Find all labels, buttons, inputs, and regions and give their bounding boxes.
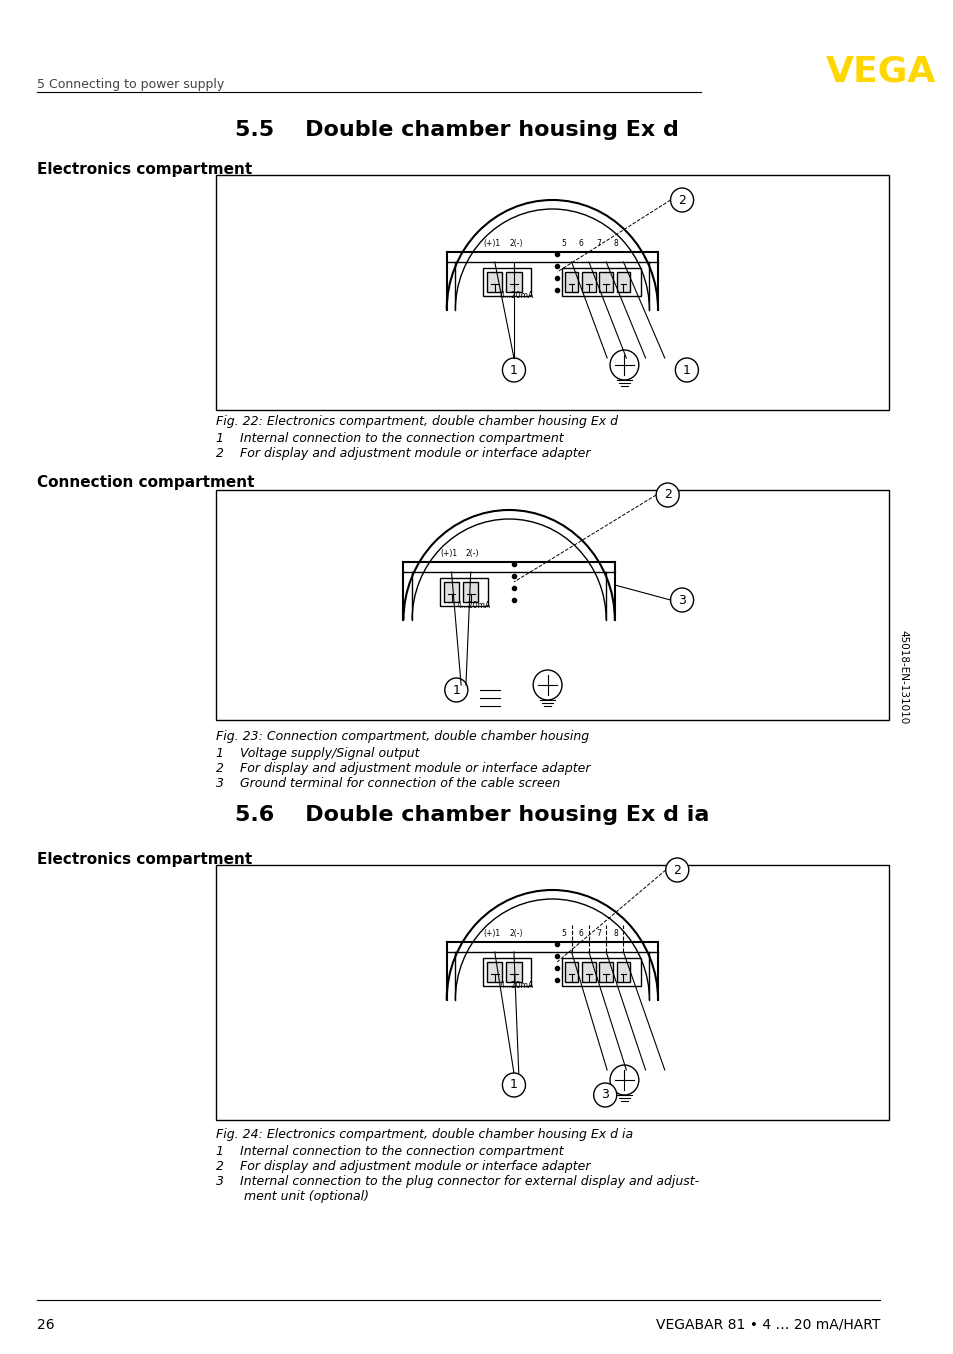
Text: 5: 5 <box>561 929 566 938</box>
Circle shape <box>593 1083 616 1108</box>
Text: 3    Internal connection to the plug connector for external display and adjust-: 3 Internal connection to the plug connec… <box>216 1175 699 1187</box>
Text: 5: 5 <box>561 240 566 248</box>
Bar <box>483 268 531 297</box>
Circle shape <box>670 188 693 213</box>
Text: 2(-): 2(-) <box>509 929 522 938</box>
Text: 8: 8 <box>613 929 618 938</box>
Text: 1: 1 <box>682 363 690 376</box>
Bar <box>561 268 640 297</box>
Circle shape <box>656 483 679 506</box>
Text: 1    Internal connection to the connection compartment: 1 Internal connection to the connection … <box>216 1145 563 1158</box>
Bar <box>581 961 595 982</box>
Bar <box>598 272 612 292</box>
Text: 2: 2 <box>663 489 671 501</box>
Text: ment unit (optional): ment unit (optional) <box>216 1190 369 1202</box>
Text: 2: 2 <box>678 194 685 207</box>
Text: 1    Voltage supply/Signal output: 1 Voltage supply/Signal output <box>216 747 419 760</box>
Bar <box>216 865 887 1120</box>
Bar <box>443 582 458 603</box>
Bar <box>561 959 640 986</box>
Bar <box>616 961 630 982</box>
Bar <box>616 272 630 292</box>
Text: 3    Ground terminal for connection of the cable screen: 3 Ground terminal for connection of the … <box>216 777 559 789</box>
Text: 4...20mA: 4...20mA <box>456 601 490 611</box>
Circle shape <box>444 678 467 701</box>
Circle shape <box>665 858 688 881</box>
Text: Fig. 23: Connection compartment, double chamber housing: Fig. 23: Connection compartment, double … <box>216 730 589 743</box>
Circle shape <box>533 670 561 700</box>
Bar <box>216 175 887 410</box>
Text: 2: 2 <box>673 864 680 876</box>
Text: 1: 1 <box>452 684 459 696</box>
Text: 1: 1 <box>510 363 517 376</box>
Circle shape <box>502 1072 525 1097</box>
Circle shape <box>609 349 639 380</box>
Text: 5 Connecting to power supply: 5 Connecting to power supply <box>36 79 224 91</box>
Text: (+)1: (+)1 <box>483 929 499 938</box>
Text: Connection compartment: Connection compartment <box>36 475 253 490</box>
Text: 3: 3 <box>678 593 685 607</box>
Text: 8: 8 <box>613 240 618 248</box>
Text: 1: 1 <box>510 1079 517 1091</box>
Circle shape <box>609 1066 639 1095</box>
Bar <box>564 272 578 292</box>
Bar <box>487 961 502 982</box>
Bar <box>581 272 595 292</box>
Text: 3: 3 <box>600 1089 609 1102</box>
Text: (+)1: (+)1 <box>439 548 456 558</box>
Text: 2(-): 2(-) <box>509 240 522 248</box>
Text: 26: 26 <box>36 1317 54 1332</box>
Circle shape <box>675 357 698 382</box>
Text: 5.6    Double chamber housing Ex d ia: 5.6 Double chamber housing Ex d ia <box>235 806 709 825</box>
Text: Electronics compartment: Electronics compartment <box>36 852 252 867</box>
Circle shape <box>502 357 525 382</box>
Text: 1    Internal connection to the connection compartment: 1 Internal connection to the connection … <box>216 432 563 445</box>
Text: Electronics compartment: Electronics compartment <box>36 162 252 177</box>
Text: VEGABAR 81 • 4 … 20 mA/HART: VEGABAR 81 • 4 … 20 mA/HART <box>655 1317 879 1332</box>
Text: 2(-): 2(-) <box>465 548 479 558</box>
Bar <box>506 272 521 292</box>
Text: 6: 6 <box>578 240 583 248</box>
Bar <box>487 272 502 292</box>
Text: 45018-EN-131010: 45018-EN-131010 <box>897 630 907 724</box>
Text: 6: 6 <box>578 929 583 938</box>
Circle shape <box>670 588 693 612</box>
Bar <box>564 961 578 982</box>
Text: Fig. 24: Electronics compartment, double chamber housing Ex d ia: Fig. 24: Electronics compartment, double… <box>216 1128 633 1141</box>
Text: 7: 7 <box>596 929 600 938</box>
Bar <box>439 578 488 607</box>
Text: 5.5    Double chamber housing Ex d: 5.5 Double chamber housing Ex d <box>235 121 679 139</box>
Text: 2    For display and adjustment module or interface adapter: 2 For display and adjustment module or i… <box>216 1160 590 1173</box>
Bar <box>483 959 531 986</box>
Text: 7: 7 <box>596 240 600 248</box>
Bar <box>216 490 887 720</box>
Text: (+)1: (+)1 <box>483 240 499 248</box>
Bar <box>506 961 521 982</box>
Text: 2    For display and adjustment module or interface adapter: 2 For display and adjustment module or i… <box>216 447 590 460</box>
Text: Fig. 22: Electronics compartment, double chamber housing Ex d: Fig. 22: Electronics compartment, double… <box>216 414 618 428</box>
Bar <box>462 582 477 603</box>
Bar <box>598 961 612 982</box>
Text: 4...20mA: 4...20mA <box>499 291 534 301</box>
Text: VEGA: VEGA <box>825 56 936 89</box>
Text: 4...20mA: 4...20mA <box>499 982 534 990</box>
Text: 2    For display and adjustment module or interface adapter: 2 For display and adjustment module or i… <box>216 762 590 774</box>
